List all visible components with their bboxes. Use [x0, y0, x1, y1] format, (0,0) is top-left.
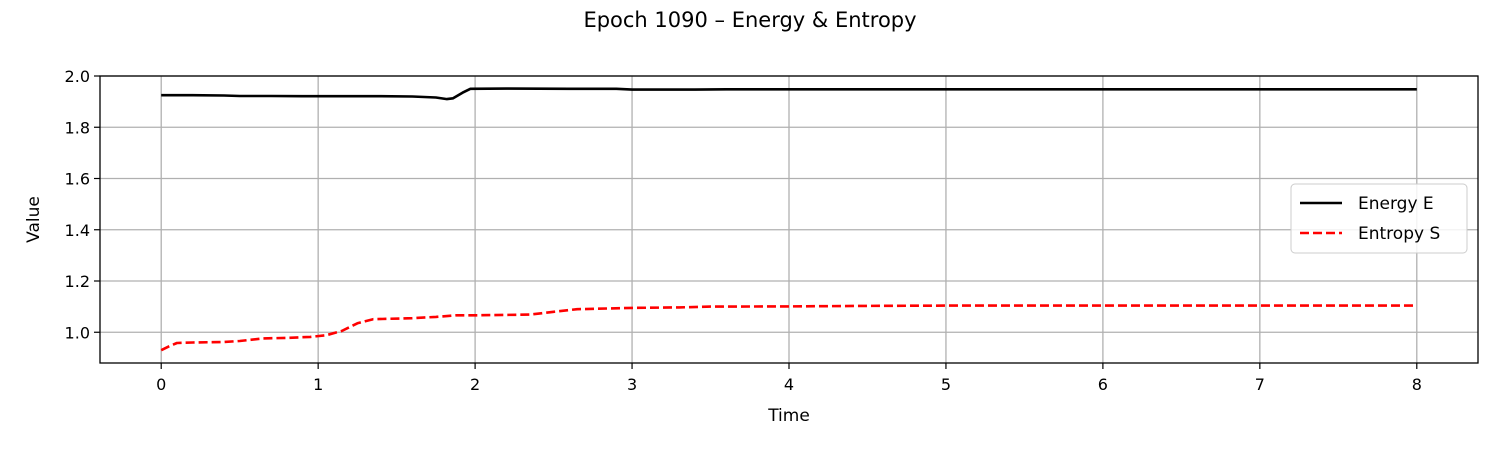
x-tick-label: 2 — [470, 375, 480, 394]
x-tick-label: 7 — [1255, 375, 1265, 394]
y-tick-label: 1.6 — [65, 170, 90, 189]
x-axis-ticks: 0 1 2 3 4 5 6 7 8 — [156, 363, 1422, 394]
chart-title: Epoch 1090 – Energy & Entropy — [583, 8, 916, 32]
series-line-entropy — [160, 304, 1417, 352]
y-tick-label: 2.0 — [65, 67, 90, 86]
y-tick-label: 1.4 — [65, 221, 90, 240]
x-tick-label: 4 — [784, 375, 794, 394]
y-tick-label: 1.2 — [65, 272, 90, 291]
y-tick-label: 1.0 — [65, 323, 90, 342]
plot-series — [160, 87, 1417, 352]
x-tick-label: 1 — [313, 375, 323, 394]
x-tick-label: 3 — [627, 375, 637, 394]
series-line-energy — [161, 87, 1417, 101]
grid — [100, 75, 1478, 363]
legend-box — [1290, 183, 1468, 254]
legend: Energy E Entropy S — [1290, 183, 1468, 254]
legend-label-entropy: Entropy S — [1358, 224, 1440, 244]
legend-label-energy: Energy E — [1358, 194, 1434, 214]
x-tick-label: 8 — [1412, 375, 1422, 394]
x-tick-label: 6 — [1098, 375, 1108, 394]
x-tick-label: 0 — [156, 375, 166, 394]
y-tick-label: 1.8 — [65, 118, 90, 137]
x-axis-label: Time — [767, 406, 810, 426]
y-axis-label: Value — [24, 196, 44, 243]
x-tick-label: 5 — [941, 375, 951, 394]
y-axis-ticks: 1.0 1.2 1.4 1.6 1.8 2.0 — [65, 67, 100, 342]
